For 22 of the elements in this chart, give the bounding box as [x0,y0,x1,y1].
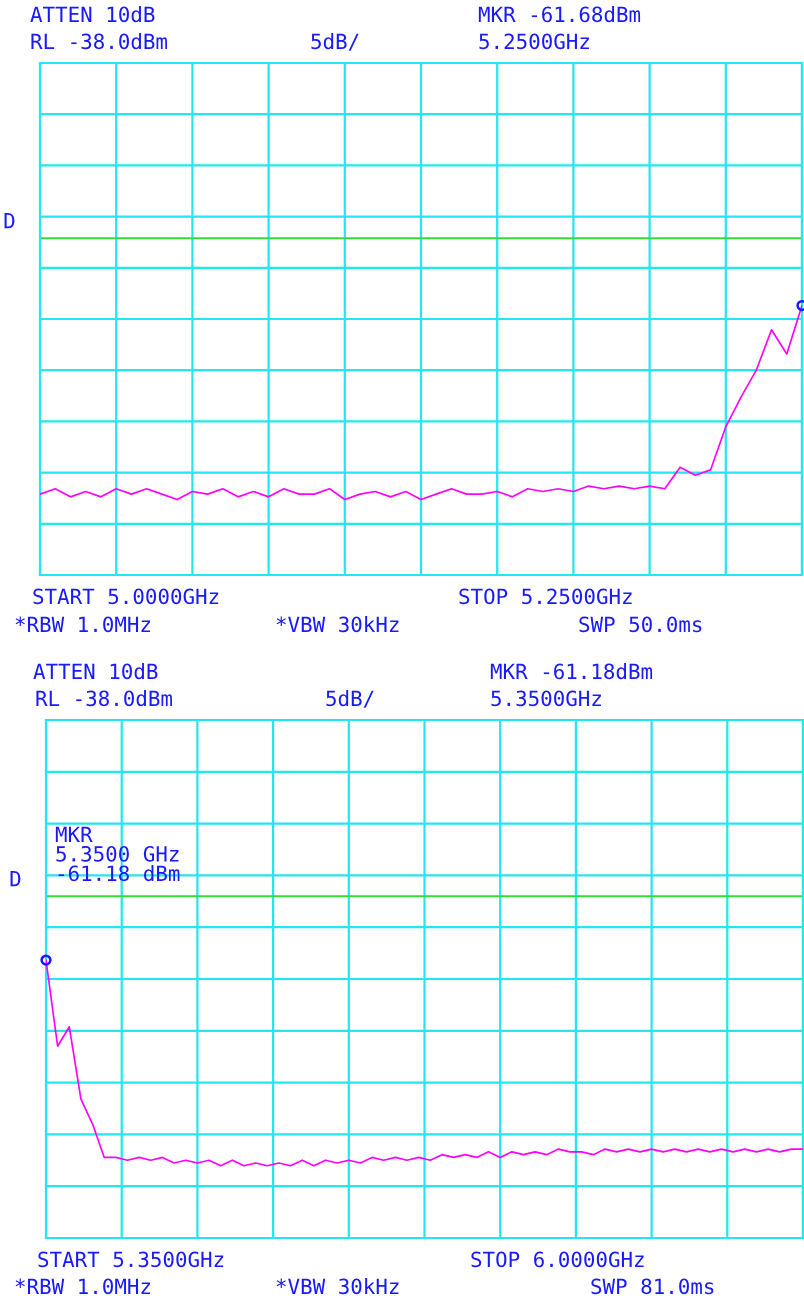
text: STOP 6.0000GHz [471,1251,644,1268]
text: STOP 5.2500GHz [459,588,632,605]
text: MKR -61.18dBm [490,663,653,680]
text: 5.2500GHz [479,33,589,50]
text: MKR -61.68dBm [478,6,641,23]
text: *RBW 1.0MHz [15,1278,151,1295]
text: ATTEN 10dB [30,6,155,23]
text: 5.3500GHz [491,690,601,707]
ref-line-label: D [10,871,21,887]
text: SWP 50.0ms [579,616,702,633]
text: SWP 81.0ms [591,1278,714,1295]
ref-line-label: D [4,213,15,229]
text: START 5.3500GHz [38,1251,224,1268]
text: 5dB/ [311,33,359,51]
text: ATTEN 10dB [33,663,158,680]
text: *RBW 1.0MHz [15,616,151,633]
text: START 5.0000GHz [33,588,219,605]
text: RL -38.0dBm [36,690,172,707]
text: *VBW 30kHz [276,1278,399,1295]
text: *VBW 30kHz [276,616,399,633]
text: 5dB/ [326,690,374,708]
text: RL -38.0dBm [31,33,167,50]
